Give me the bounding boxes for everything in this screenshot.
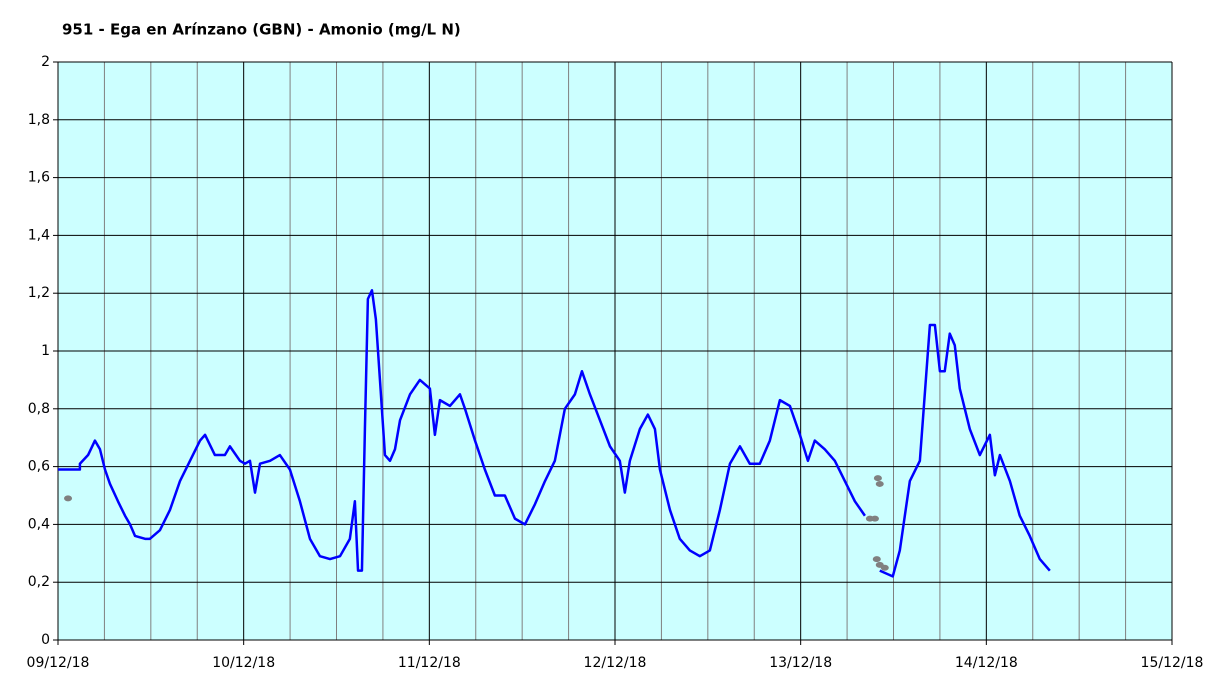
data-point [873,475,882,482]
y-tick-label: 1,8 [28,112,50,128]
x-tick-label: 15/12/18 [1141,655,1204,671]
y-tick-label: 0,4 [28,516,50,532]
data-point [880,564,889,571]
x-tick-label: 09/12/18 [27,655,90,671]
y-tick-label: 1,6 [28,170,50,186]
data-point [872,556,881,563]
x-tick-label: 13/12/18 [769,655,832,671]
y-tick-label: 1,2 [28,285,50,301]
y-tick-label: 0,6 [28,459,50,475]
y-tick-label: 0,8 [28,401,50,417]
y-tick-label: 0 [41,632,50,648]
x-tick-label: 10/12/18 [212,655,275,671]
chart-title: 951 - Ega en Arínzano (GBN) - Amonio (mg… [62,21,461,39]
data-point [875,480,884,487]
x-tick-label: 11/12/18 [398,655,461,671]
data-line [879,323,1051,578]
y-tick-label: 2 [41,54,50,70]
data-point [870,515,879,522]
x-tick-label: 12/12/18 [584,655,647,671]
y-tick-label: 0,2 [28,574,50,590]
data-line [58,289,866,572]
x-tick-label: 14/12/18 [955,655,1018,671]
data-point [64,495,73,502]
y-tick-label: 1,4 [28,227,50,243]
y-tick-label: 1 [41,343,50,359]
